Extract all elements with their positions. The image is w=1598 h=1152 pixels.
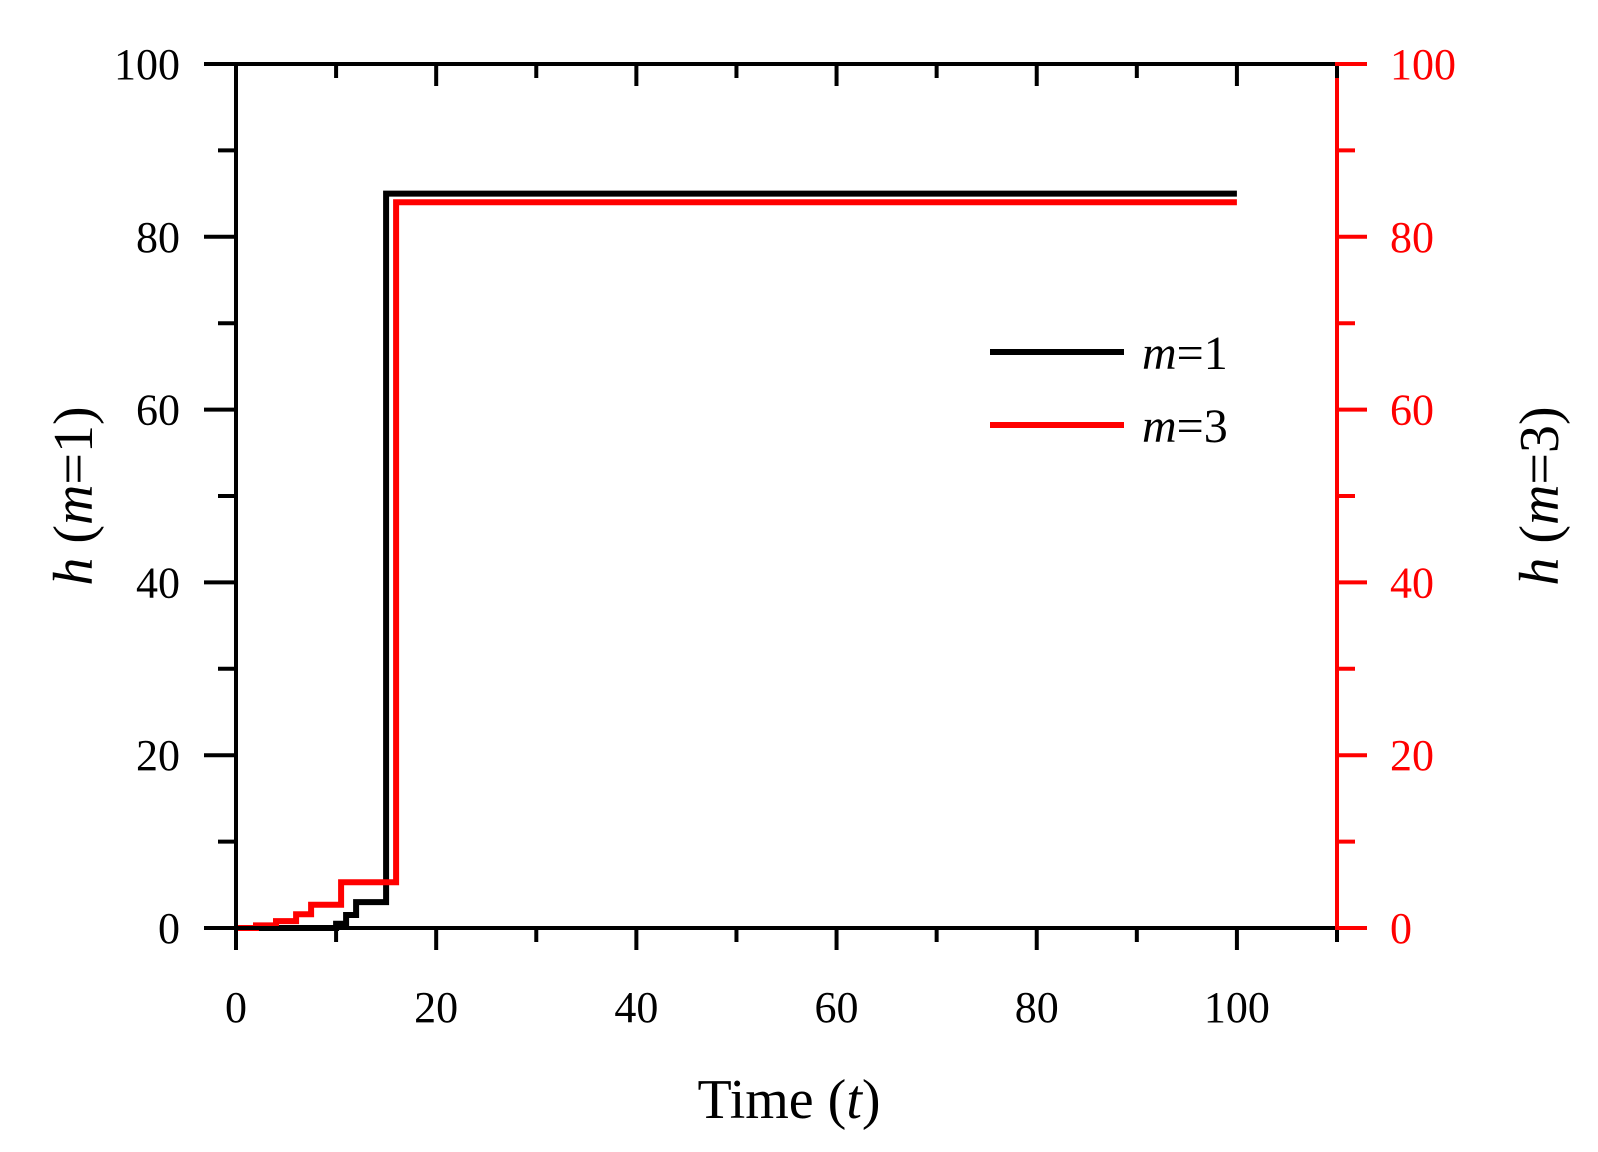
y2-tick-label: 80 bbox=[1390, 213, 1434, 262]
y-axis-title-mid: ( bbox=[43, 525, 105, 558]
x-tick-label: 100 bbox=[1204, 983, 1270, 1032]
y2-axis-title-end: =3) bbox=[1509, 406, 1571, 484]
axes bbox=[204, 62, 1367, 950]
plot-area bbox=[236, 190, 1237, 931]
series-line-m1 bbox=[236, 190, 1237, 931]
y-tick-label: 40 bbox=[136, 558, 180, 607]
x-tick-label: 20 bbox=[414, 983, 458, 1032]
x-tick-label: 40 bbox=[614, 983, 658, 1032]
axis-labels: 0 20 40 60 80 100 0 20 40 60 80 100 0 20 40 60 80 100 Time… bbox=[43, 40, 1571, 1131]
series-line-m3 bbox=[236, 199, 1237, 931]
y2-axis-title-var1: h bbox=[1509, 558, 1571, 586]
y2-tick-label: 0 bbox=[1390, 904, 1412, 953]
y-tick-label: 20 bbox=[136, 731, 180, 780]
y-axis-title-var2: m bbox=[43, 485, 105, 525]
y-tick-label: 100 bbox=[114, 40, 180, 89]
y-axis-title: h (m=1) bbox=[43, 406, 105, 585]
y2-tick-label: 100 bbox=[1390, 40, 1456, 89]
y2-axis-title-mid: ( bbox=[1509, 525, 1571, 558]
x-axis-title: Time (t) bbox=[697, 1069, 880, 1131]
y-tick-label: 80 bbox=[136, 213, 180, 262]
y2-tick-label: 60 bbox=[1390, 386, 1434, 435]
x-tick-label: 60 bbox=[815, 983, 859, 1032]
x-axis-title-end: ) bbox=[862, 1069, 881, 1131]
x-axis-title-main: Time ( bbox=[697, 1069, 846, 1131]
x-axis-title-var: t bbox=[846, 1069, 863, 1131]
y-axis-title-end: =1) bbox=[43, 406, 105, 484]
legend-label-rest: =3 bbox=[1177, 400, 1228, 453]
legend-label: m=3 bbox=[1142, 400, 1228, 453]
legend-label: m=1 bbox=[1142, 327, 1228, 380]
y2-tick-label: 40 bbox=[1390, 558, 1434, 607]
y2-tick-label: 20 bbox=[1390, 731, 1434, 780]
x-tick-label: 80 bbox=[1015, 983, 1059, 1032]
y-tick-label: 60 bbox=[136, 386, 180, 435]
y-axis-title-var1: h bbox=[43, 558, 105, 586]
legend: m=1m=3 bbox=[990, 327, 1228, 453]
y2-axis-title: h (m=3) bbox=[1509, 406, 1571, 585]
legend-label-var: m bbox=[1142, 400, 1177, 453]
legend-label-var: m bbox=[1142, 327, 1177, 380]
x-tick-label: 0 bbox=[225, 983, 247, 1032]
y-tick-label: 0 bbox=[158, 904, 180, 953]
legend-label-rest: =1 bbox=[1177, 327, 1228, 380]
y2-axis-title-var2: m bbox=[1509, 485, 1571, 525]
